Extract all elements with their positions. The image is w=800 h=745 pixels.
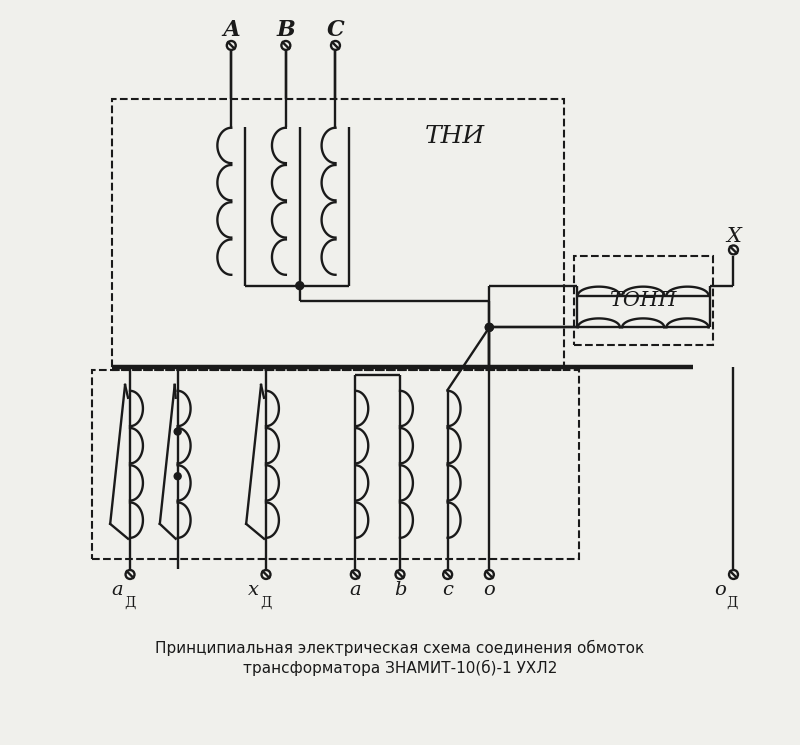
- Text: х: х: [248, 581, 258, 600]
- Text: с: с: [442, 581, 453, 600]
- Text: а: а: [111, 581, 123, 600]
- Text: А: А: [222, 19, 240, 40]
- Text: Д: Д: [726, 595, 738, 609]
- Text: о: о: [714, 581, 726, 600]
- Text: ТНИ: ТНИ: [425, 125, 485, 148]
- Bar: [112, 99, 564, 370]
- Text: В: В: [277, 19, 295, 40]
- Text: Х: Х: [726, 226, 741, 246]
- Text: С: С: [326, 19, 344, 40]
- Circle shape: [486, 323, 494, 332]
- Bar: [92, 370, 578, 559]
- Text: ТОНП: ТОНП: [610, 291, 677, 310]
- Bar: [574, 256, 713, 345]
- Circle shape: [174, 428, 181, 435]
- Text: b: b: [394, 581, 406, 600]
- Circle shape: [174, 473, 181, 480]
- Circle shape: [296, 282, 304, 290]
- Text: трансформатора ЗНАМИТ-10(б)-1 УХЛ2: трансформатора ЗНАМИТ-10(б)-1 УХЛ2: [243, 660, 557, 676]
- Text: Д: Д: [124, 595, 135, 609]
- Text: Д: Д: [260, 595, 271, 609]
- Circle shape: [486, 323, 494, 332]
- Text: о: о: [483, 581, 495, 600]
- Text: Принципиальная электрическая схема соединения обмоток: Принципиальная электрическая схема соеди…: [155, 640, 645, 656]
- Text: а: а: [350, 581, 361, 600]
